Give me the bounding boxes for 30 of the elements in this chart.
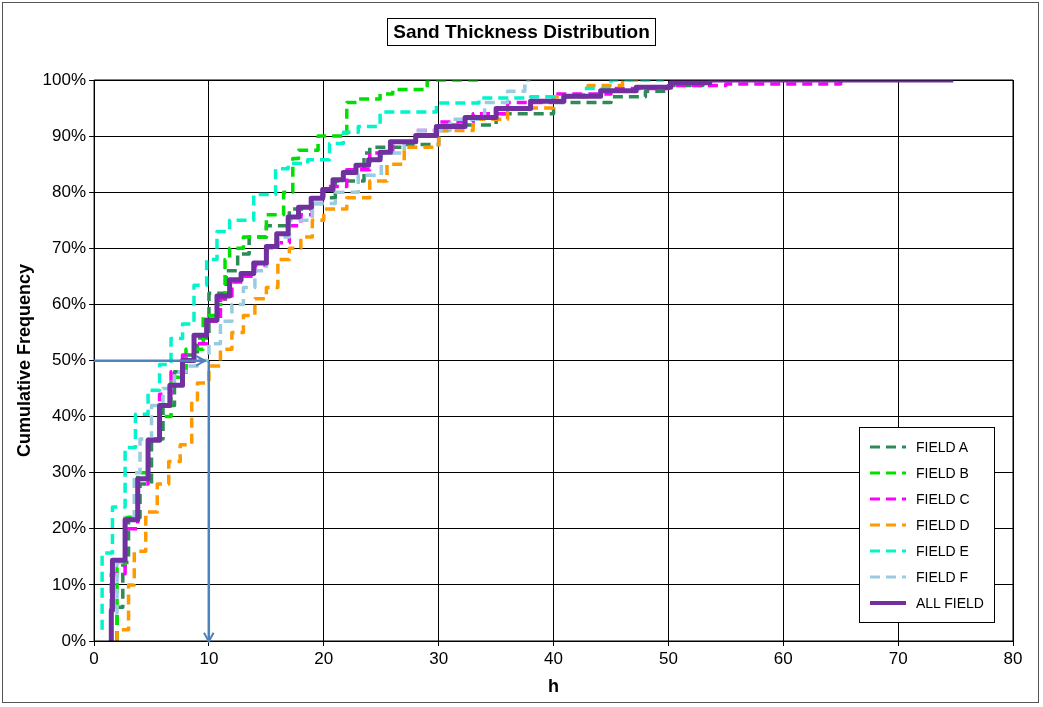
legend-label: FIELD A — [916, 439, 969, 455]
x-tick-label: 0 — [89, 648, 99, 668]
legend-label: FIELD D — [916, 517, 970, 533]
x-tick-label: 60 — [773, 648, 793, 668]
y-tick-label: 60% — [52, 294, 87, 314]
y-tick-label: 10% — [52, 574, 87, 594]
legend-label: ALL FIELD — [916, 595, 984, 611]
legend-label: FIELD E — [916, 543, 969, 559]
y-axis-title: Cumulative Frequency — [13, 263, 34, 458]
x-tick-label: 10 — [199, 648, 219, 668]
x-tick-label: 50 — [658, 648, 678, 668]
legend-label: FIELD B — [916, 465, 969, 481]
x-tick-label: 80 — [1003, 648, 1023, 668]
y-tick-label: 100% — [42, 69, 87, 89]
x-tick-label: 70 — [888, 648, 908, 668]
x-tick-label: 30 — [429, 648, 449, 668]
x-tick-label: 40 — [544, 648, 563, 668]
legend-label: FIELD C — [916, 491, 970, 507]
legend-label: FIELD F — [916, 569, 969, 585]
x-axis-title: h — [548, 676, 560, 697]
y-tick-label: 70% — [52, 237, 87, 257]
y-tick-label: 30% — [52, 462, 87, 482]
chart-title: Sand Thickness Distribution — [387, 18, 656, 46]
x-tick-label: 20 — [314, 648, 334, 668]
y-tick-label: 50% — [52, 350, 87, 370]
y-tick-label: 80% — [52, 181, 87, 201]
y-tick-label: 40% — [52, 406, 87, 426]
y-tick-label: 90% — [52, 125, 87, 145]
y-tick-label: 0% — [61, 630, 87, 650]
y-tick-label: 20% — [52, 518, 87, 538]
